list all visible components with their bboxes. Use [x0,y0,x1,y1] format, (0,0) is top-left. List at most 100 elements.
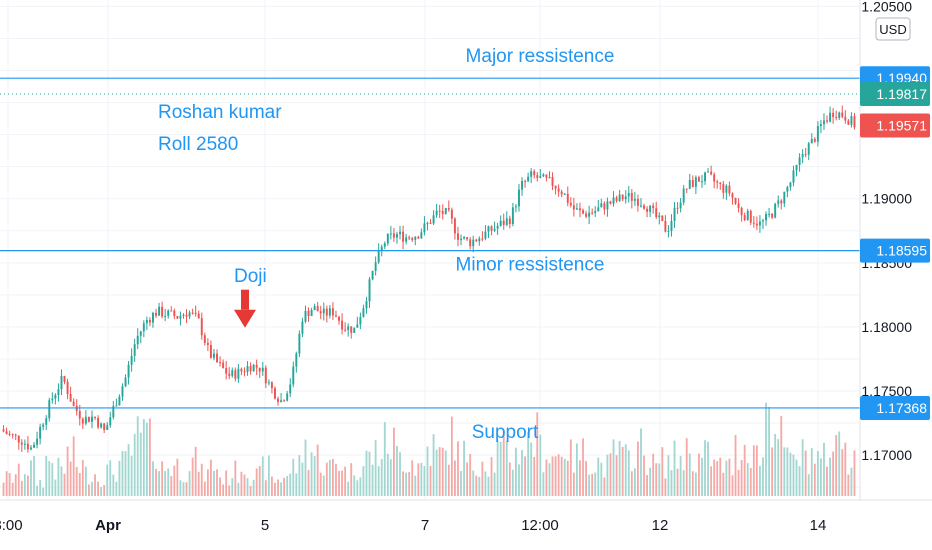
volume-bar [807,474,810,496]
volume-bar [51,463,54,496]
volume-bar [60,466,63,496]
volume-bar [188,471,191,496]
candle-body [624,196,627,200]
candle-body [417,236,420,239]
volume-bar [377,466,380,496]
volume-bar [429,466,432,496]
candle-body [618,194,621,201]
candle-body [667,230,670,232]
volume-bar [511,469,514,496]
volume-bar [816,451,819,496]
candle-body [270,382,273,389]
volume-bar [713,459,716,496]
volume-bar [2,482,5,496]
candle-body [478,238,481,242]
candle-body [328,308,331,316]
volume-bar [469,453,472,496]
volume-bar [813,463,816,496]
candle-body [612,197,615,204]
candle-body [176,316,179,319]
candle-body [2,429,5,432]
candle-body [87,416,90,422]
candle-body [798,157,801,165]
candle-body [319,311,322,314]
volume-bar [740,460,743,496]
volume-bar [194,446,197,496]
candle-body [240,368,243,372]
candle-body [380,246,383,251]
volume-bar [597,457,600,496]
candle-body [161,306,164,317]
volume-bar [271,476,273,496]
volume-bar [454,460,456,496]
candle-body [145,319,148,324]
level-price-badge: 1.18595 [860,238,930,263]
volume-bar [698,453,700,496]
candle-body [813,138,816,142]
candle-body [33,444,36,448]
candle-body [60,376,63,390]
candle-body [710,171,713,175]
volume-bar [594,472,597,496]
candle-body [499,220,502,226]
volume-bar [673,440,676,496]
volume-bar [249,485,252,496]
candle-body [466,237,469,240]
candle-body [383,243,386,247]
volume-bar [280,482,282,496]
currency-label[interactable]: USD [875,17,911,41]
candle-body [243,371,246,373]
time-axis[interactable]: 8:00 Apr 5 7 12:00 12 14 [0,517,826,534]
volume-bar [380,458,383,496]
volume-bar [319,472,322,496]
volume-bar [338,470,340,496]
candle-body [209,344,212,358]
candle-body [289,384,292,394]
candle-body [765,213,768,221]
volume-bar [496,440,499,496]
volume-bar [795,459,798,496]
volume-bar [487,476,490,496]
volume-bar [133,433,136,496]
volume-bar [810,448,813,496]
candle-body [365,301,368,309]
note-text: Roll 2580 [158,134,238,155]
volume-bar [267,455,270,496]
volume-bar [548,463,551,496]
candle-body [170,310,173,312]
candle-body [838,112,841,118]
candle-body [286,393,289,401]
candle-body [685,188,688,190]
x-tick-label: 14 [810,517,827,534]
volume-bar [823,442,825,496]
volume-bar [481,461,484,496]
candle-body [66,381,69,394]
volume-bar [341,470,343,496]
volume-bar [149,418,151,496]
volume-bar [771,447,774,496]
x-tick-label: Apr [95,517,121,534]
volume-bar [261,456,264,496]
volume-bar [844,442,847,496]
candle-body [655,208,658,218]
volume-bar [609,453,612,496]
volume-bar [478,476,481,496]
volume-bar [646,475,648,496]
candle-body [810,138,813,144]
volume-bar [118,460,121,496]
candle-body [636,198,639,206]
candle-body [225,367,228,374]
candle-body [835,117,838,119]
candle-body [344,329,347,331]
volume-bar [752,445,755,496]
candle-body [356,324,359,328]
volume-bar [243,474,246,496]
candle-body [737,203,740,208]
candle-body [682,188,685,203]
volume-bar [164,470,167,496]
candle-body [768,213,771,215]
volume-bar [423,465,426,496]
candle-body [362,308,365,317]
volume-bar [252,479,255,496]
